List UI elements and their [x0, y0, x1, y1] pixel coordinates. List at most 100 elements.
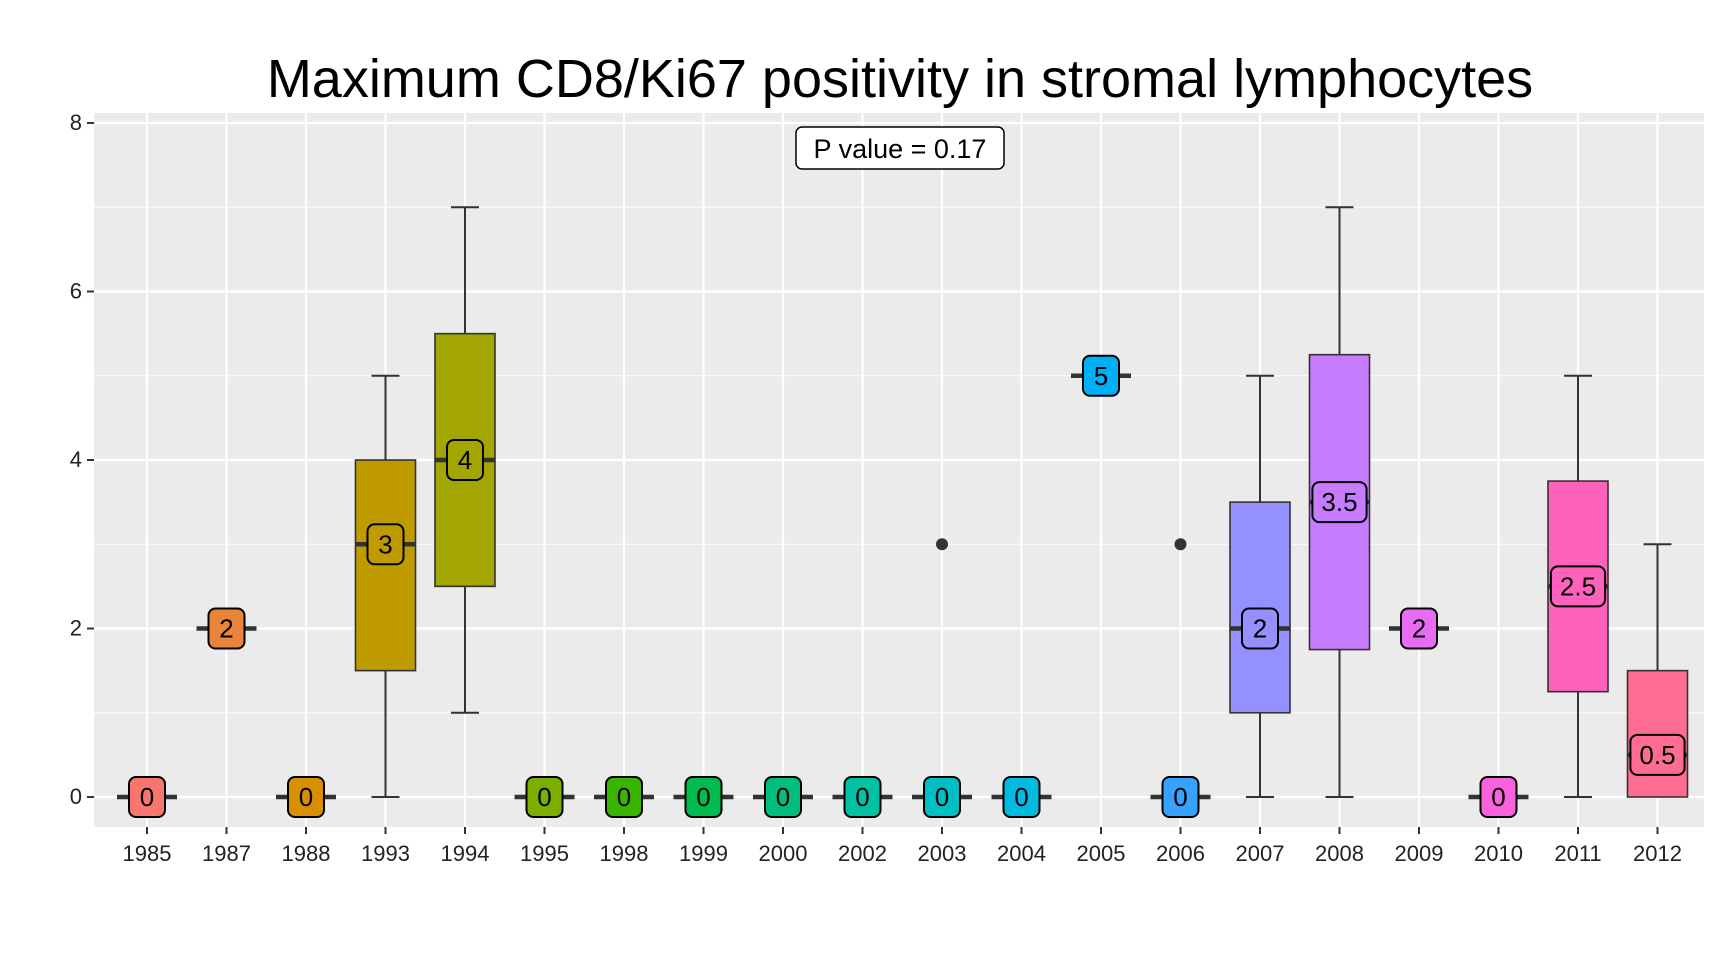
median-label-text: 0.5	[1639, 740, 1675, 770]
median-label-box	[128, 776, 166, 818]
median-label-1985: 0	[128, 776, 166, 818]
x-tick-label: 1987	[202, 841, 251, 866]
box-1993	[354, 374, 417, 798]
median-label-1998: 0	[605, 776, 643, 818]
median-label-1994: 4	[446, 439, 484, 481]
median-label-text: 5	[1094, 361, 1108, 391]
x-tick-label: 2012	[1633, 841, 1682, 866]
median-label-text: 0	[537, 782, 551, 812]
outlier-point	[936, 538, 948, 551]
median-label-box	[1082, 354, 1120, 397]
x-tick-label: 1993	[361, 841, 410, 866]
median-label-2008: 3.5	[1311, 481, 1368, 524]
median-label-box	[366, 523, 405, 566]
median-label-box	[1549, 565, 1607, 608]
box-2012	[1626, 543, 1689, 798]
median-label-box	[605, 776, 643, 818]
median-label-1999: 0	[684, 776, 723, 818]
median-label-box	[923, 776, 961, 818]
median-label-text: 0	[696, 782, 710, 812]
median-label-2009: 2	[1400, 607, 1438, 650]
x-tick-label: 1994	[441, 841, 490, 866]
median-label-2006: 0	[1161, 776, 1200, 818]
median-label-1995: 0	[525, 776, 564, 818]
median-label-box	[684, 776, 723, 818]
median-label-text: 0	[1491, 782, 1505, 812]
median-label-box	[207, 607, 246, 650]
x-tick-label: 2008	[1315, 841, 1364, 866]
box-body	[1229, 501, 1291, 714]
x-tick-label: 2004	[997, 841, 1046, 866]
median-label-text: 2	[1253, 614, 1267, 644]
x-tick-label: 2002	[838, 841, 887, 866]
median-label-box	[1311, 481, 1368, 524]
x-tick-label: 1998	[600, 841, 649, 866]
median-labels: 0 2 0 3 4 0 0 0 0 0 0 0 5 0 2 3.5 2 0 2.5 0.5	[128, 354, 1686, 818]
x-tick-label: 2003	[918, 841, 967, 866]
box-body	[1626, 669, 1689, 798]
median-label-text: 2.5	[1560, 571, 1596, 601]
y-tick-label: 2	[70, 616, 82, 641]
y-tick-label: 0	[70, 784, 82, 809]
median-label-box	[843, 776, 882, 818]
median-label-text: 4	[458, 445, 472, 475]
median-label-text: 0	[1173, 782, 1187, 812]
median-label-1988: 0	[287, 776, 325, 818]
p-value-box	[795, 126, 1005, 170]
x-tick-label: 2007	[1236, 841, 1285, 866]
p-value-annotation: P value = 0.17	[795, 126, 1005, 170]
median-label-2012: 0.5	[1629, 733, 1686, 776]
median-label-box	[1241, 607, 1279, 650]
median-label-2004: 0	[1002, 776, 1041, 818]
median-label-text: 2	[219, 614, 233, 644]
median-label-1987: 2	[207, 607, 246, 650]
median-label-text: 0	[935, 782, 949, 812]
median-label-box	[1002, 776, 1041, 818]
median-label-2002: 0	[843, 776, 882, 818]
median-label-2010: 0	[1479, 776, 1518, 818]
median-label-box	[446, 439, 484, 481]
x-tick-label: 1995	[520, 841, 569, 866]
x-tick-label: 2000	[759, 841, 808, 866]
y-tick-label: 8	[70, 110, 82, 135]
chart-title: Maximum CD8/Ki67 positivity in stromal l…	[267, 49, 1533, 109]
box-2007	[1229, 374, 1291, 798]
median-label-box	[525, 776, 564, 818]
x-tick-label: 2005	[1077, 841, 1126, 866]
x-tick-label: 2006	[1156, 841, 1205, 866]
median-label-text: 3	[378, 529, 392, 559]
median-label-text: 0	[140, 782, 154, 812]
median-label-box	[1479, 776, 1518, 818]
x-tick-label: 1985	[123, 841, 172, 866]
plot-panel	[94, 113, 1704, 827]
x-tick-label: 1988	[282, 841, 331, 866]
outlier-point	[1174, 538, 1187, 551]
median-label-2011: 2.5	[1549, 565, 1607, 608]
p-value-text: P value = 0.17	[814, 134, 987, 164]
median-label-box	[764, 776, 802, 818]
median-label-text: 0	[299, 782, 313, 812]
x-tick-label: 2010	[1474, 841, 1523, 866]
box-body	[354, 459, 417, 672]
x-tick-label: 2011	[1554, 841, 1601, 866]
median-label-2007: 2	[1241, 607, 1279, 650]
median-label-text: 0	[1014, 782, 1028, 812]
median-label-text: 2	[1412, 614, 1426, 644]
x-tick-label: 1999	[679, 841, 728, 866]
y-tick-label: 6	[70, 279, 82, 304]
median-label-text: 0	[776, 782, 790, 812]
median-label-box	[1400, 607, 1438, 650]
median-label-box	[287, 776, 325, 818]
median-label-2005: 5	[1082, 354, 1120, 397]
median-label-2003: 0	[923, 776, 961, 818]
y-tick-label: 4	[70, 447, 82, 472]
median-label-2000: 0	[764, 776, 802, 818]
median-label-text: 0	[855, 782, 869, 812]
median-label-box	[1161, 776, 1200, 818]
median-label-1993: 3	[366, 523, 405, 566]
median-label-text: 0	[617, 782, 631, 812]
median-label-text: 3.5	[1321, 487, 1357, 517]
median-label-box	[1629, 733, 1686, 776]
